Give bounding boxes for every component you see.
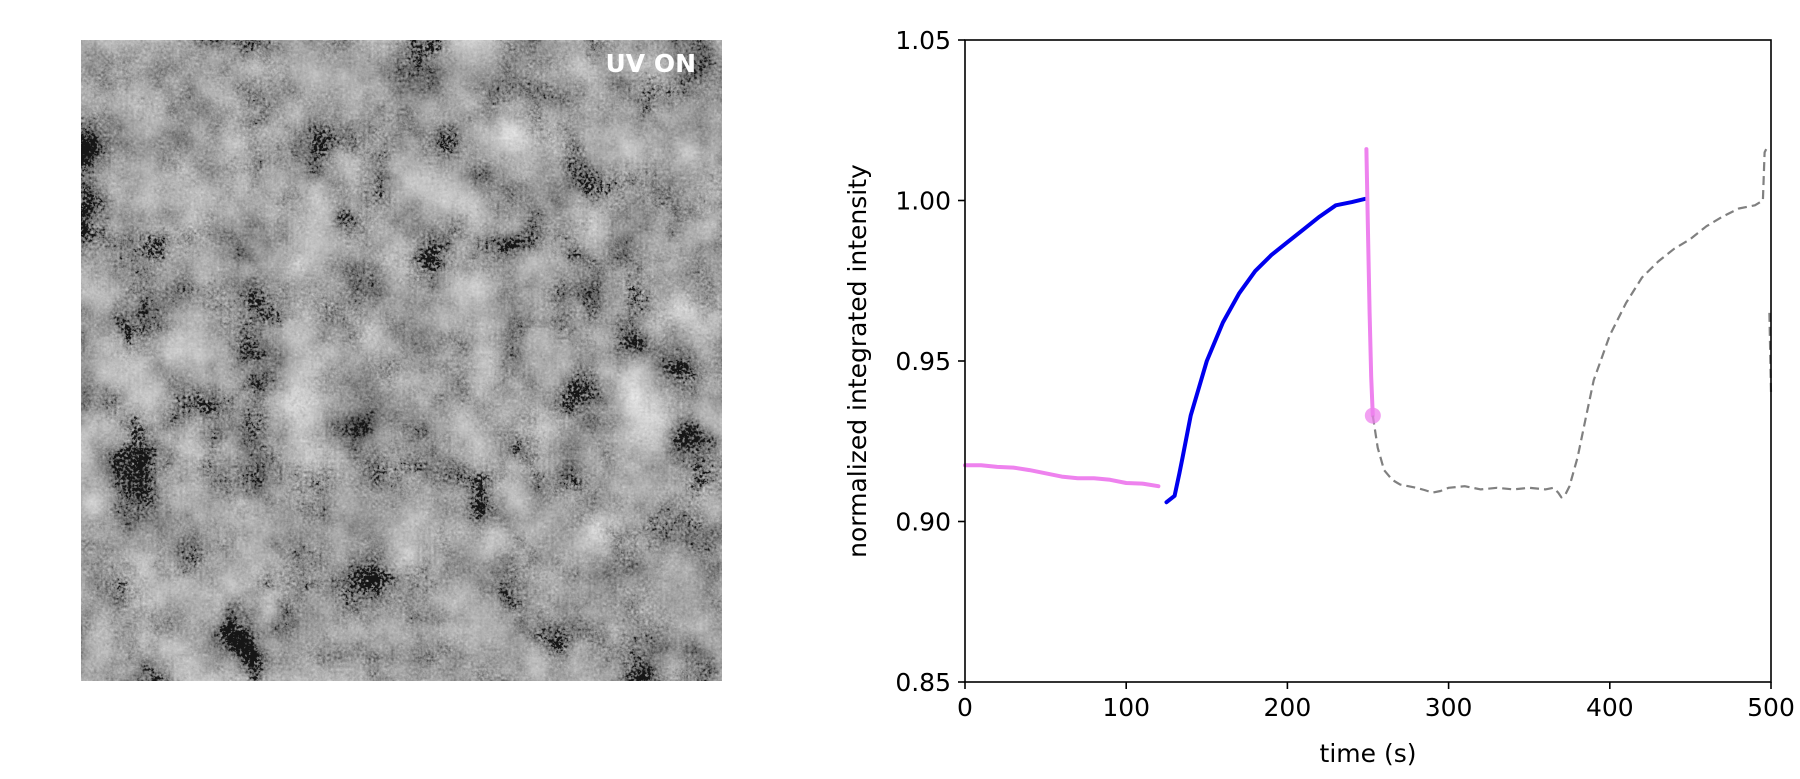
series-line-4 xyxy=(1371,148,1768,499)
series-line-2 xyxy=(1164,196,1367,505)
y-tick-label: 0.90 xyxy=(895,508,951,537)
x-tick-label: 400 xyxy=(1586,693,1634,722)
y-axis-label: normalized integrated intensity xyxy=(843,164,872,558)
series-layer xyxy=(963,147,1773,505)
series-line-3 xyxy=(1364,147,1375,418)
y-tick-label: 0.85 xyxy=(895,668,951,697)
x-axis: 0 100 200 300 400 500 xyxy=(957,682,1795,722)
x-tick-label: 100 xyxy=(1102,693,1150,722)
x-tick-label: 0 xyxy=(957,693,973,722)
x-tick-label: 200 xyxy=(1264,693,1312,722)
uv-on-label: UV ON xyxy=(605,49,696,78)
intensity-chart: 0 100 200 300 400 500 0.85 0.90 0.95 1.00 1.05 ti… xyxy=(843,26,1795,768)
plot-frame xyxy=(964,39,1772,683)
y-tick-label: 0.95 xyxy=(895,347,951,376)
y-tick-label: 1.05 xyxy=(895,26,951,55)
x-tick-label: 300 xyxy=(1425,693,1473,722)
x-axis-label: time (s) xyxy=(1320,739,1417,768)
microscope-image-panel: UV ON xyxy=(81,40,722,681)
microscope-image-texture xyxy=(81,40,722,681)
x-tick-label: 500 xyxy=(1747,693,1795,722)
y-axis: 0.85 0.90 0.95 1.00 1.05 xyxy=(895,26,965,697)
marker-layer xyxy=(1364,407,1381,424)
y-tick-label: 1.00 xyxy=(895,187,951,216)
data-point-marker xyxy=(1364,407,1381,424)
series-line-1 xyxy=(963,463,1161,489)
